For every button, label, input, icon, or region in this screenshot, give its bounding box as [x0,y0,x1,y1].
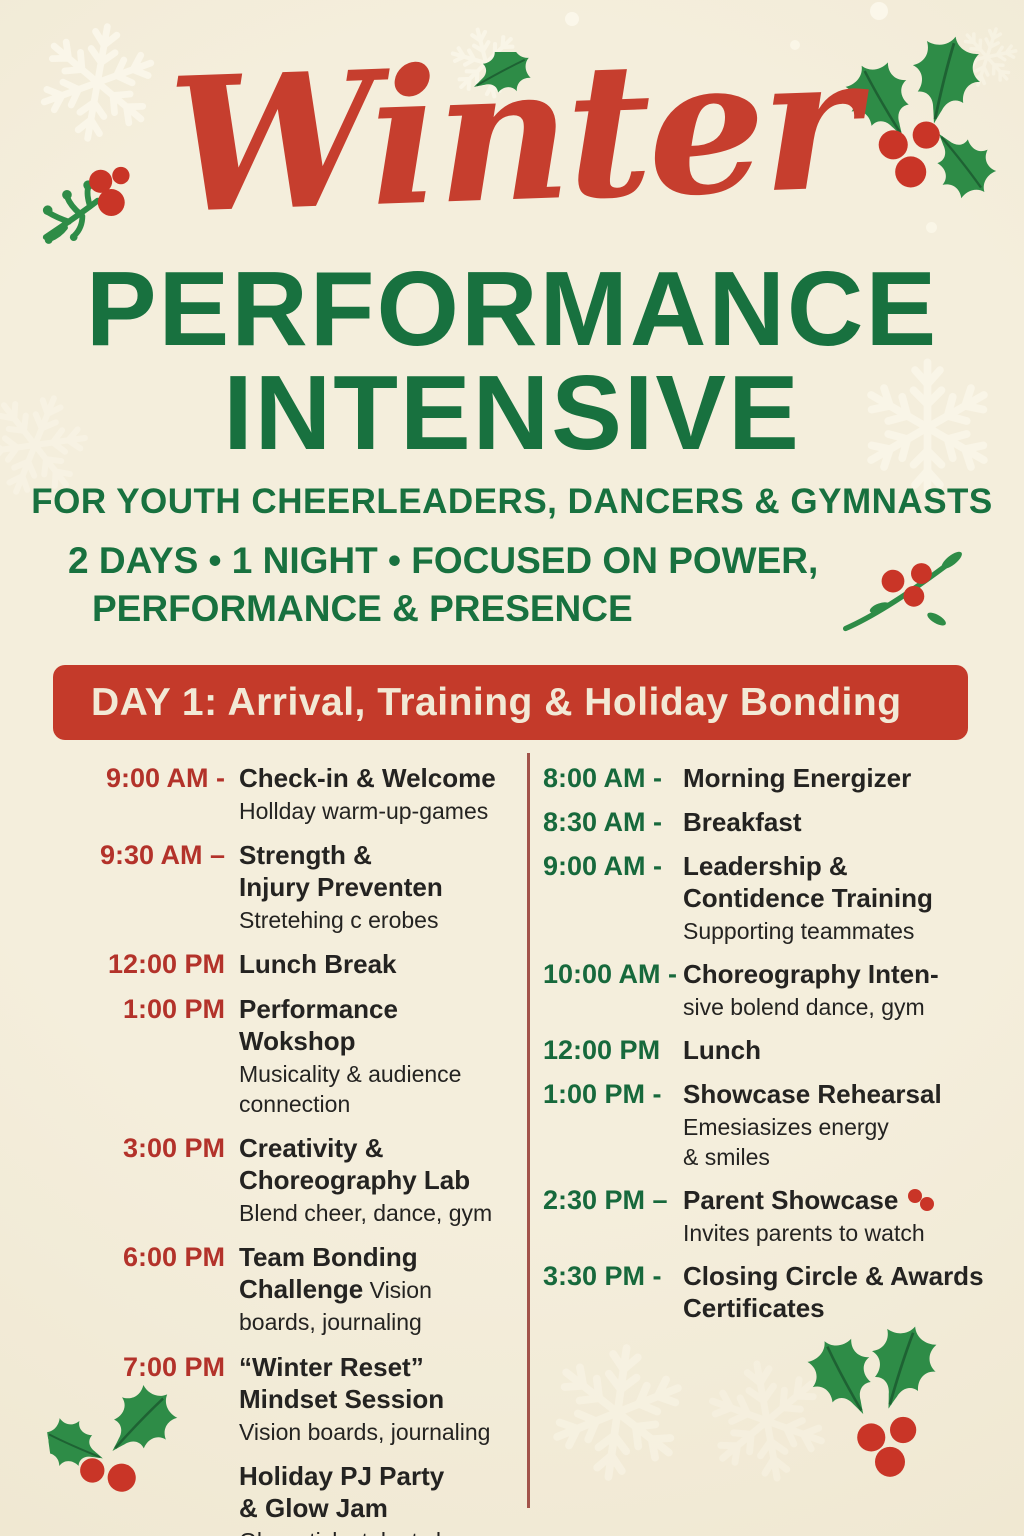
schedule-entry: 3:30 PM - Closing Circle & Awards Certif… [543,1260,996,1324]
schedule-entry: 12:00 PM Lunch [543,1034,996,1066]
day1-banner: DAY 1: Arrival, Training & Holiday Bondi… [53,665,968,740]
snow-dot [790,40,800,50]
holly-icon [800,1318,950,1480]
entry-title: Strength & Injury Preventen [239,840,443,902]
schedule-entry: 1:00 PM Performance Wokshop Musicality &… [60,993,515,1119]
day1-banner-label: DAY 1: Arrival, Training & Holiday Bondi… [91,680,902,724]
entry-desc: Musicality & audience connection [239,1061,462,1117]
entry-title: Closing Circle & Awards Certificates [683,1261,984,1323]
entry-time: 9:00 AM - [543,851,663,881]
entry-body: Closing Circle & Awards Certificates [683,1260,996,1324]
entry-desc: Vision boards, journaling [239,1419,491,1445]
schedule-right-column: 8:00 AM - Morning Energizer 8:30 AM - Br… [543,762,996,1336]
entry-time: 10:00 AM - [543,959,678,989]
entry-title: Breakfast [683,807,802,837]
entry-desc: sive bolend dance, gym [683,994,925,1020]
schedule-entry: 12:00 PM Lunch Break [60,948,515,980]
entry-body: Holiday PJ Party & Glow Jam Glow sticks … [225,1460,515,1536]
entry-body: Leadership & Contidence Training Support… [683,850,996,946]
entry-time: 7:00 PM [122,1352,225,1382]
entry-body: Parent Showcase Invites parents to watch [683,1184,996,1248]
entry-desc: Stretehing c erobes [239,907,439,933]
entry-title: Creativity & Choreography Lab [239,1133,471,1195]
schedule-entry: 3:00 PM Creativity & Choreography Lab Bl… [60,1132,515,1228]
schedule-entry: 9:00 AM - Check-in & Welcome Hollday war… [60,762,515,826]
entry-title: Leadership & Contidence Training [683,851,933,913]
entry-title: Lunch Break [239,949,397,979]
entry-time: 1:00 PM - [543,1079,662,1109]
entry-title: Choreography Inten- [683,959,939,989]
poster-title-line1: PERFORMANCE [85,250,939,368]
entry-time: 8:00 AM - [543,763,663,793]
holly-icon [835,28,1000,213]
pine-sprig-icon [40,162,170,244]
entry-time: 1:00 PM [122,994,225,1024]
entry-body: Lunch Break [225,948,515,980]
entry-title: Performance Wokshop [239,994,398,1056]
schedule-left-column: 9:00 AM - Check-in & Welcome Hollday war… [60,762,515,1536]
entry-desc: Emesiasizes energy & smiles [683,1114,889,1170]
schedule-entry: 10:00 AM - Choreography Inten- sive bole… [543,958,996,1022]
entry-time: 12:00 PM [543,1035,661,1065]
entry-body: Morning Energizer [683,762,996,794]
entry-title: Holiday PJ Party & Glow Jam [239,1461,445,1523]
entry-desc: Hollday warm-up-games [239,798,489,824]
entry-title: Showcase Rehearsal [683,1079,942,1109]
entry-desc: Invites parents to watch [683,1220,925,1246]
poster-tagline-line1: 2 DAYS • 1 NIGHT • FOCUSED ON POWER, [68,540,819,581]
snowflake-icon [530,1325,705,1500]
schedule-entry: 8:00 AM - Morning Energizer [543,762,996,794]
schedule-entry: 8:30 AM - Breakfast [543,806,996,838]
entry-desc: Blend cheer, dance, gym [239,1200,493,1226]
berry-branch-icon [838,545,966,640]
entry-body: Check-in & Welcome Hollday warm-up-games [225,762,515,826]
entry-body: Showcase Rehearsal Emesiasizes energy & … [683,1078,996,1172]
poster-tagline-line2: PERFORMANCE & PRESENCE [92,588,633,629]
schedule-entry: 9:00 AM - Leadership & Contidence Traini… [543,850,996,946]
entry-inline-desc: Vision boards, journaling [239,1277,432,1335]
snow-dot [926,222,937,233]
schedule-entry: 2:30 PM – Parent Showcase Invites parent… [543,1184,996,1248]
schedule-entry: 6:00 PM Team Bonding Challenge Vision bo… [60,1241,515,1338]
entry-time: 2:30 PM – [543,1185,668,1215]
snow-dot [870,2,888,20]
entry-body: Strength & Injury Preventen Stretehing c… [225,839,515,935]
entry-desc: Supporting teammates [683,918,915,944]
poster-title-script: Winter [165,13,859,255]
schedule-entry: 1:00 PM - Showcase Rehearsal Emesiasizes… [543,1078,996,1172]
schedule-entry: 7:00 PM “Winter Reset” Mindset Session V… [60,1351,515,1447]
poster-title-line2: INTENSIVE [223,354,801,472]
schedule-entry: Holiday PJ Party & Glow Jam Glow sticks … [60,1460,515,1536]
entry-title: “Winter Reset” Mindset Session [239,1352,445,1414]
entry-title: Team Bonding Challenge [239,1242,418,1304]
berries-icon [906,1187,936,1213]
entry-body: Breakfast [683,806,996,838]
entry-body: “Winter Reset” Mindset Session Vision bo… [225,1351,515,1447]
entry-title: Check-in & Welcome [239,763,496,793]
entry-desc: Glow sticks talent show [239,1526,515,1536]
entry-body: Performance Wokshop Musicality & audienc… [225,993,515,1119]
entry-body: Lunch [683,1034,996,1066]
snow-dot [565,12,579,26]
entry-time: 6:00 PM [122,1242,225,1272]
poster-subtitle: FOR YOUTH CHEERLEADERS, DANCERS & GYMNAS… [31,482,993,521]
entry-time: 12:00 PM [107,949,225,979]
entry-body: Team Bonding Challenge Vision boards, jo… [225,1241,515,1338]
entry-title: Parent Showcase [683,1185,899,1215]
entry-time: 3:00 PM [122,1133,225,1163]
entry-body: Creativity & Choreography Lab Blend chee… [225,1132,515,1228]
entry-body: Choreography Inten- sive bolend dance, g… [683,958,996,1022]
entry-time: 9:00 AM - [105,763,225,793]
entry-time: 9:30 AM – [99,840,225,870]
entry-title: Lunch [683,1035,761,1065]
entry-time: 8:30 AM - [543,807,663,837]
schedule-entry: 9:30 AM – Strength & Injury Preventen St… [60,839,515,935]
entry-title: Morning Energizer [683,763,912,793]
holly-icon [40,1362,206,1504]
column-divider [527,753,530,1508]
entry-time: 3:30 PM - [543,1261,662,1291]
